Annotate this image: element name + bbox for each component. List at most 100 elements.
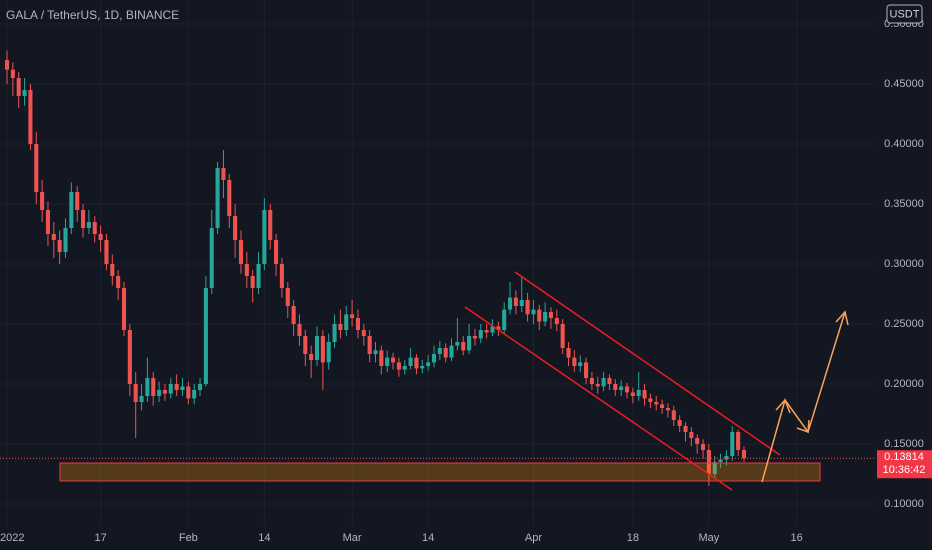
candle-body xyxy=(45,210,51,234)
x-tick-label: Apr xyxy=(525,532,542,544)
candle-body xyxy=(718,459,723,462)
candle-body xyxy=(4,60,10,70)
candle-body xyxy=(16,78,21,96)
candle-body xyxy=(28,90,33,144)
candle-body xyxy=(660,404,665,408)
candle-body xyxy=(601,378,606,387)
y-tick-label: 0.15000 xyxy=(884,438,924,450)
candle-body xyxy=(671,410,676,420)
candle-body xyxy=(478,330,483,339)
candle-body xyxy=(139,396,144,402)
candle-body xyxy=(104,240,109,264)
candle-body xyxy=(92,222,97,234)
y-tick-label: 0.40000 xyxy=(884,138,924,150)
countdown-label: 10:36:42 xyxy=(883,464,926,476)
candle-body xyxy=(262,210,267,264)
candle-body xyxy=(566,348,571,358)
candle-body xyxy=(63,228,68,252)
candle-body xyxy=(730,432,735,456)
candle-body xyxy=(654,402,659,405)
candle-body xyxy=(320,336,325,363)
candle-body xyxy=(741,450,747,459)
candle-body xyxy=(227,180,232,216)
candle-body xyxy=(677,420,682,426)
candle-body xyxy=(86,222,91,228)
candle-body xyxy=(408,357,413,366)
candle-body xyxy=(513,297,518,306)
candle-body xyxy=(355,318,361,330)
candle-body xyxy=(554,318,559,324)
candle-body xyxy=(116,276,121,288)
candle-body xyxy=(490,326,495,333)
candle-body xyxy=(180,386,185,390)
candle-body xyxy=(110,264,115,276)
x-tick-label: Feb xyxy=(179,532,198,544)
arrow-head xyxy=(796,419,810,434)
last-price-label: 0.13814 xyxy=(884,451,924,463)
candle-body xyxy=(712,462,717,474)
candle-body xyxy=(648,398,653,402)
candle-body xyxy=(543,312,548,322)
candle-body xyxy=(379,350,384,366)
y-tick-label: 0.35000 xyxy=(884,198,924,210)
candle-body xyxy=(706,450,711,474)
y-tick-label: 0.30000 xyxy=(884,258,924,270)
y-tick-label: 0.20000 xyxy=(884,378,924,390)
candle-body xyxy=(467,336,472,351)
candle-body xyxy=(192,390,197,399)
candle-body xyxy=(285,288,290,306)
x-tick-label: 2022 xyxy=(0,532,24,544)
candle-body xyxy=(525,300,530,315)
x-tick-label: 14 xyxy=(422,532,434,544)
candle-body xyxy=(127,330,132,384)
candle-body xyxy=(168,384,173,394)
x-tick-label: 16 xyxy=(790,532,802,544)
candle-body xyxy=(350,314,355,318)
candle-body xyxy=(162,390,167,394)
candle-body xyxy=(624,386,630,393)
currency-badge[interactable] xyxy=(886,4,923,24)
projection-arrow xyxy=(761,311,846,483)
candle-body xyxy=(40,192,45,210)
candle-body xyxy=(332,324,337,342)
candle-body xyxy=(279,264,284,288)
candle-body xyxy=(589,378,594,384)
candle-body xyxy=(145,378,150,396)
candle-body xyxy=(22,90,27,96)
candle-body xyxy=(695,438,700,444)
arrow-head xyxy=(835,310,849,326)
candle-body xyxy=(472,336,477,339)
candle-body xyxy=(338,324,343,330)
candle-body xyxy=(344,314,349,330)
candle-body xyxy=(291,306,296,324)
candle-body xyxy=(402,366,407,370)
candle-body xyxy=(420,366,425,369)
candle-body xyxy=(186,386,191,399)
candle-body xyxy=(151,378,156,396)
candle-body xyxy=(268,210,273,240)
candle-body xyxy=(683,426,688,432)
candle-body xyxy=(584,362,589,378)
candle-body xyxy=(391,357,396,363)
x-tick-label: May xyxy=(698,532,719,544)
candle-body xyxy=(256,264,261,288)
candle-body xyxy=(69,192,74,228)
candle-body xyxy=(238,240,244,264)
candle-body xyxy=(443,348,448,358)
candle-body xyxy=(431,354,437,363)
candle-body xyxy=(665,408,670,411)
candle-body xyxy=(414,357,419,369)
candle-body xyxy=(607,378,612,384)
candle-body xyxy=(244,264,249,276)
candle-body xyxy=(303,336,308,354)
y-tick-label: 0.10000 xyxy=(884,498,924,510)
candle-body xyxy=(484,330,489,333)
candle-body xyxy=(197,384,203,390)
candle-body xyxy=(496,326,501,330)
candle-body xyxy=(519,300,524,306)
candle-body xyxy=(396,362,401,370)
candle-body xyxy=(461,342,466,351)
time-axis xyxy=(0,525,932,550)
candle-body xyxy=(174,384,179,390)
candle-body xyxy=(157,390,162,396)
